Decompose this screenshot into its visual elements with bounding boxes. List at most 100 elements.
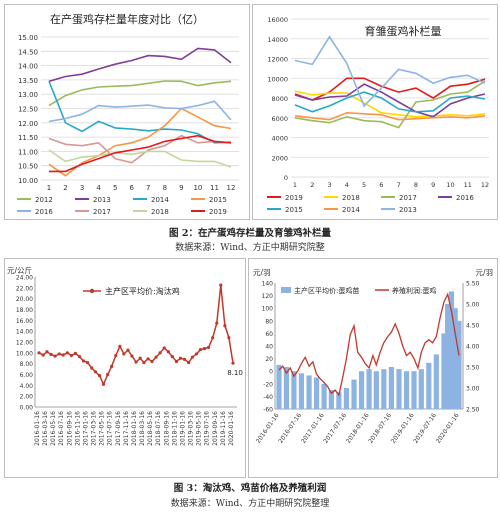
x-tick-label: 7 [146, 184, 150, 192]
culled-price-point [142, 360, 146, 365]
x-tick-label: 2020-01-16 [228, 411, 235, 446]
legend-label-2019: 2019 [209, 208, 227, 216]
right-tick-label: 3.00 [466, 386, 480, 393]
chick-price-bar [426, 362, 432, 409]
chart-title: 育雏蛋鸡补栏量 [365, 24, 442, 38]
chick-profit-chart: 元/羽 元/羽 -60 -40 -20 0 20 40 60 80 100 120 140 2.50 3.0… [253, 268, 493, 445]
y-tick-label: 12000 [267, 56, 288, 64]
figure2-caption: 图 2：在产蛋鸡存栏量及育雏鸡补栏量 [169, 228, 331, 239]
series-line-2012 [48, 80, 232, 107]
chick-price-bar [343, 388, 349, 409]
right-tick-label: 4.50 [466, 323, 480, 330]
x-tick-label: 2 [310, 181, 314, 189]
x-tick-label: 7 [397, 181, 401, 189]
y-tick-label: 2.00 [20, 394, 34, 401]
chick-price-bar [298, 373, 305, 409]
x-tick-label: 2016-07-16 [277, 412, 303, 445]
culled-price-point [134, 360, 138, 364]
chick-price-bar [411, 371, 417, 409]
y-tick-label: 6000 [271, 115, 288, 123]
x-tick-label: 9 [431, 181, 435, 189]
x-tick-label: 3 [327, 181, 331, 189]
legend-label-2014: 2014 [151, 196, 169, 204]
x-tick-label: 8 [414, 181, 418, 189]
chick-price-bar [366, 369, 372, 409]
culled-price-point [187, 360, 191, 365]
x-tick-label: 1 [47, 184, 51, 192]
culled-price-point [122, 352, 126, 356]
series-line-2013 [48, 47, 232, 83]
y-tick-label: 18.00 [16, 307, 33, 314]
chick-price-bar [351, 379, 357, 409]
y-tick-label: 4000 [271, 135, 288, 143]
y-tick-label: 14.50 [18, 48, 38, 56]
chick-price-bar [441, 333, 447, 409]
restock-chart: 育雏蛋鸡补栏量 0 2000 4000 6000 8000 10000 12000 14000 1… [267, 16, 489, 214]
culled-price-point [215, 321, 219, 325]
chick-price-bar [403, 371, 410, 409]
series-line-2018 [294, 90, 486, 118]
x-tick-label: 6 [379, 181, 383, 189]
x-tick-label: 2016-11-16 [74, 411, 81, 446]
x-tick-label: 2017-11-16 [123, 411, 130, 446]
x-tick-label: 2017-03-16 [90, 411, 97, 446]
chick-price-bar [313, 377, 320, 409]
x-tick-label: 1 [293, 181, 297, 189]
x-tick-label: 4 [96, 184, 101, 192]
x-tick-label: 2017-05-16 [99, 411, 106, 446]
x-tick-label: 2018-07-16 [155, 411, 162, 446]
culled-price-point [69, 353, 73, 358]
culled-price-point [227, 336, 231, 340]
y-axis-unit: 元/公斤 [7, 265, 32, 275]
chick-price-bar [448, 291, 455, 409]
x-tick-label: 2 [63, 184, 67, 192]
series-line-2014 [48, 81, 232, 144]
left-axis-unit: 元/羽 [253, 268, 271, 277]
left-tick-label: 20 [265, 356, 273, 363]
culled-price-point [90, 366, 94, 370]
y-tick-label: 13.00 [18, 91, 38, 99]
x-tick-label: 9 [179, 184, 183, 192]
x-tick-label: 2017-01-16 [83, 411, 90, 446]
y-tick-label: 12.00 [18, 120, 38, 128]
profit-line [278, 292, 460, 397]
x-tick-label: 2016-09-16 [66, 411, 73, 446]
culled-price-point [190, 355, 194, 359]
culled-price-point [146, 357, 150, 361]
x-tick-label: 6 [129, 184, 134, 192]
culled-price-point [57, 352, 61, 356]
legend-label-2013: 2013 [399, 206, 417, 214]
left-tick-label: 60 [265, 331, 273, 338]
left-tick-label: 120 [262, 293, 274, 300]
end-value-label: 8.10 [227, 369, 243, 377]
x-tick-label: 2018-07-16 [367, 412, 393, 445]
legend-label-2016: 2016 [35, 208, 53, 216]
culled-chicken-chart: 元/公斤 0.00 2.00 4.00 6.00 8.00 10.00 12.00 14.00 1… [7, 265, 243, 446]
legend-label-2019: 2019 [285, 194, 303, 202]
x-tick-label: 10 [446, 181, 454, 189]
culled-price-point [182, 357, 187, 361]
chick-price-bar [381, 369, 387, 409]
chick-price-bar [321, 383, 327, 409]
y-tick-label: 11.50 [18, 134, 38, 142]
x-tick-label: 5 [113, 184, 117, 192]
x-tick-label: 12 [481, 181, 489, 189]
legend-marker [89, 288, 95, 294]
culled-price-point [53, 354, 57, 358]
y-tick-label: 16000 [267, 16, 288, 24]
right-tick-label: 2.50 [466, 407, 480, 414]
restock-chart-panel: 育雏蛋鸡补栏量 0 2000 4000 6000 8000 10000 12000 14000 1… [252, 4, 498, 220]
culled-price-point [150, 359, 154, 364]
x-tick-label: 2020-01-16 [435, 412, 461, 445]
culled-price-point [166, 350, 170, 354]
x-tick-label: 2017-09-16 [115, 411, 122, 446]
chick-profit-chart-panel: 元/羽 元/羽 -60 -40 -20 0 20 40 60 80 100 120 140 2.50 3.0… [248, 258, 498, 478]
y-tick-label: 15.00 [18, 34, 38, 42]
chart-title: 在产蛋鸡存栏量年度对比（亿） [50, 12, 204, 26]
figure3-caption: 图 3：淘汰鸡、鸡苗价格及养殖利润 [173, 483, 327, 494]
culled-price-point [45, 350, 49, 354]
x-tick-label: 2016-03-16 [42, 411, 49, 446]
y-tick-label: 4.00 [20, 383, 34, 390]
culled-price-point [170, 355, 174, 359]
y-tick-label: 12.50 [18, 106, 38, 114]
